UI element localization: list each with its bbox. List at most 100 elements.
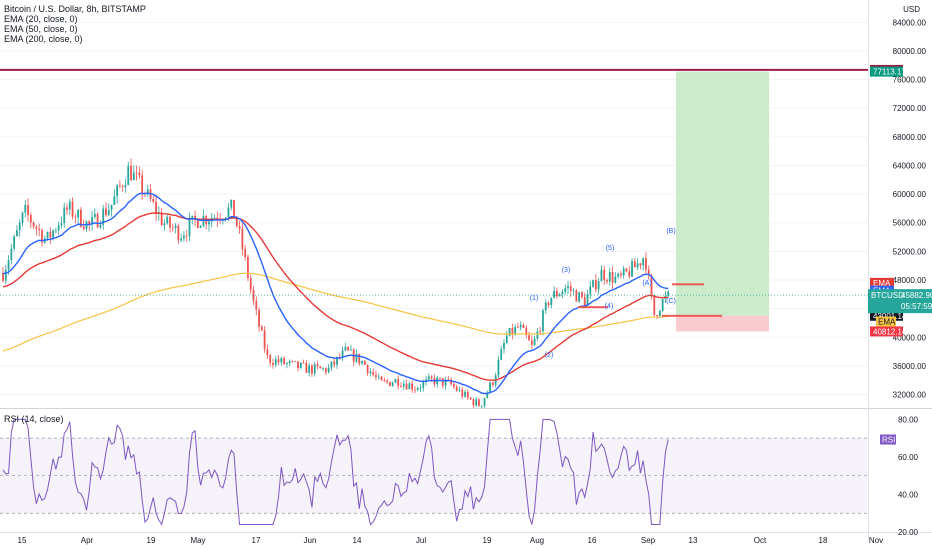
ema50-legend[interactable]: EMA (50, close, 0) [4,24,78,34]
candle [138,172,141,176]
candle [35,226,38,229]
price-tag[interactable] [870,277,894,288]
candle [322,368,324,369]
candle [491,382,494,385]
candle [27,204,29,216]
wave-label[interactable]: (3) [562,267,571,274]
candle [341,350,344,358]
ema50-line[interactable] [2,212,669,381]
candle [564,288,567,292]
candle [177,225,180,241]
rsi-pane[interactable] [0,418,868,526]
price-tick-label: 52000.00 [893,247,927,256]
price-tag[interactable] [870,310,903,321]
candle [517,326,519,328]
candle [441,378,444,386]
candle [141,175,144,194]
candle [589,286,592,295]
candle [241,228,244,250]
candle [230,199,233,208]
price-tick-label: 60000.00 [893,190,927,199]
candle [394,379,397,383]
candle [608,271,611,282]
candle [135,172,138,174]
candle [555,290,558,297]
ema20-legend[interactable]: EMA (20, close, 0) [4,14,78,24]
ema200-tag[interactable] [876,316,896,327]
candle [127,165,130,185]
wave-label[interactable]: (C) [666,298,676,305]
candle [414,389,416,391]
price-tag[interactable] [870,66,903,77]
price-tick-label: 48000.00 [893,276,927,285]
btc-price-tag[interactable] [868,289,932,314]
candle [132,172,135,181]
ema200-legend[interactable]: EMA (200, close, 0) [4,34,83,44]
symbol-title[interactable]: Bitcoin / U.S. Dollar, 8h, BITSTAMP [4,4,146,14]
candle [130,165,132,181]
rsi-legend[interactable]: RSI (14, close) [4,414,64,424]
rsi-tag[interactable] [880,434,896,445]
wave-label[interactable]: (1) [530,295,539,302]
candle [483,398,486,406]
candle [592,280,594,287]
rsi-tag-label: RSI [882,436,895,445]
candle [196,219,199,228]
candle [99,224,102,228]
candle [93,213,96,218]
candle [444,379,447,386]
wave-label[interactable]: (5) [606,245,615,252]
candle [636,263,639,268]
candle [227,207,230,218]
price-tick-label: 68000.00 [893,133,927,142]
candle [553,290,555,298]
candle [383,380,386,382]
candle [469,397,472,400]
candle [377,376,380,378]
candle [347,346,350,351]
candle [466,391,469,398]
candle [199,225,202,228]
ema200-line[interactable] [2,272,669,352]
rsi-line[interactable] [2,418,669,526]
wave-label[interactable]: (B) [666,228,675,235]
candle [66,207,68,210]
candle [49,231,52,238]
candle [388,381,391,386]
candle [600,269,603,282]
price-tag-label: EMA [873,279,891,288]
candle [174,225,177,229]
candle [208,221,210,225]
price-pane[interactable]: (1) (2) (3) (4) (5) (B) (A) (C) [0,21,868,409]
candle [18,222,21,231]
price-tag[interactable] [870,326,903,337]
candle [110,204,113,210]
candle [583,297,586,306]
candle [302,362,305,364]
candle [269,355,272,363]
candle [344,346,347,351]
candle [16,230,18,237]
price-tick-label: 32000.00 [893,391,927,400]
candle [294,361,297,362]
candle [41,230,43,243]
target-zone[interactable] [676,71,769,316]
candle [547,302,550,306]
wave-label[interactable]: (2) [545,352,554,359]
candle [375,374,377,378]
wave-label[interactable]: (A) [642,280,651,287]
wave-label[interactable]: (4) [605,303,614,310]
stop-zone[interactable] [676,315,769,332]
price-tick-label: 64000.00 [893,161,927,170]
price-tag-label: 40812.14 [873,327,907,336]
currency-label[interactable]: USD [903,5,920,14]
candle [263,330,266,350]
ema20-line[interactable] [2,192,669,395]
time-tick-label: 16 [588,536,597,545]
candle [358,353,361,364]
candle [503,342,505,350]
candle [511,328,514,335]
candle [411,383,414,390]
candle [330,361,333,368]
